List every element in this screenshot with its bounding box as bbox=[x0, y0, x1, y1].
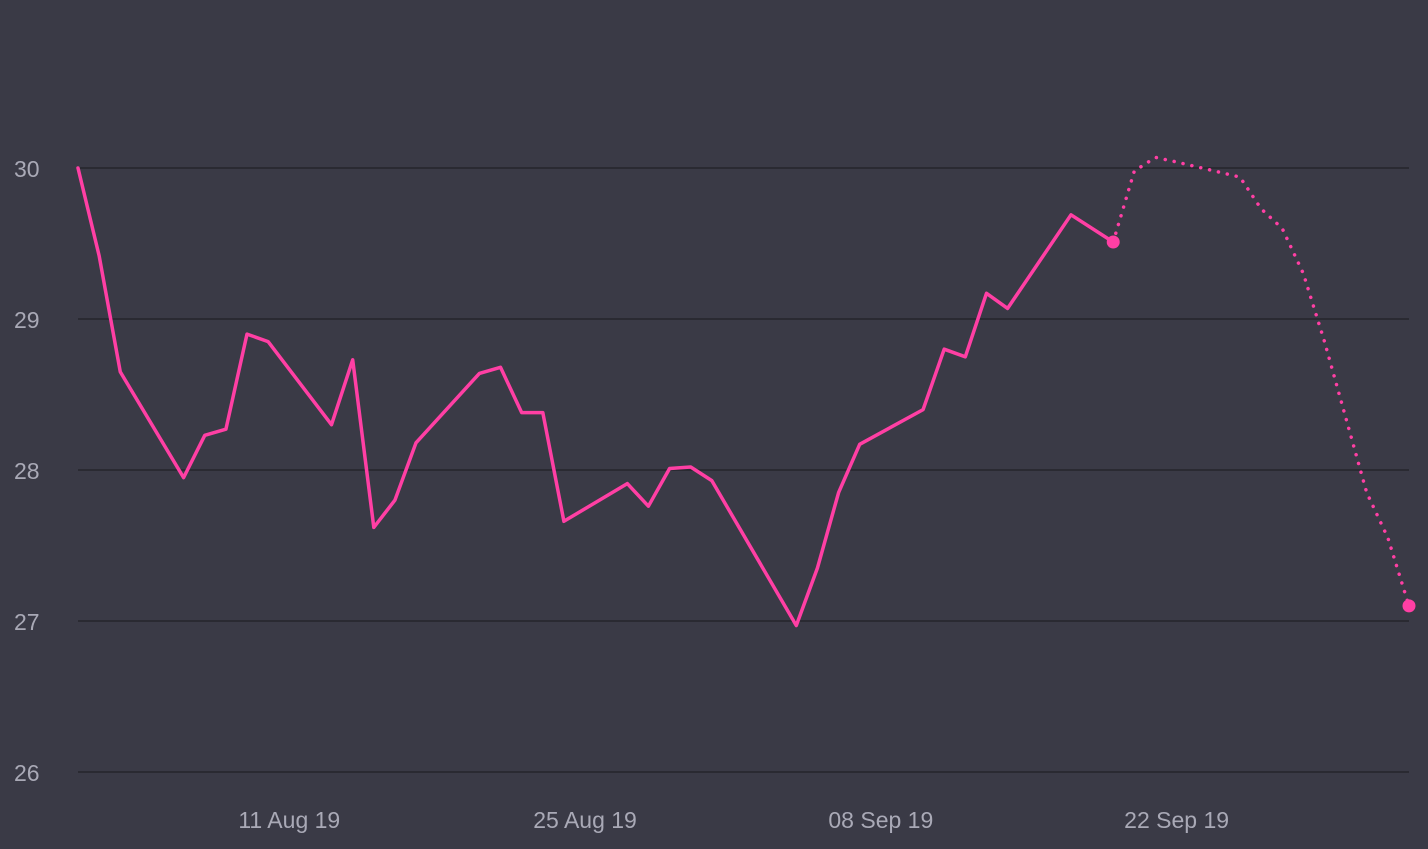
x-axis-ticks: 11 Aug 19 25 Aug 19 08 Sep 19 22 Sep 19 bbox=[238, 807, 1229, 833]
y-tick-label: 28 bbox=[14, 458, 40, 484]
x-tick-label: 22 Sep 19 bbox=[1124, 807, 1229, 833]
x-tick-label: 08 Sep 19 bbox=[828, 807, 933, 833]
x-tick-label: 11 Aug 19 bbox=[238, 807, 340, 833]
y-tick-label: 27 bbox=[14, 609, 40, 635]
y-tick-label: 26 bbox=[14, 760, 40, 786]
y-tick-label: 29 bbox=[14, 307, 40, 333]
y-tick-label: 30 bbox=[14, 156, 40, 182]
x-tick-label: 25 Aug 19 bbox=[533, 807, 637, 833]
gridlines bbox=[78, 167, 1409, 773]
series-line-dotted bbox=[1111, 155, 1411, 608]
series-line-solid bbox=[76, 166, 1115, 628]
y-axis-ticks: 26 27 28 29 30 bbox=[14, 156, 40, 786]
series-layer bbox=[76, 155, 1416, 628]
series-end-point bbox=[1402, 599, 1416, 613]
